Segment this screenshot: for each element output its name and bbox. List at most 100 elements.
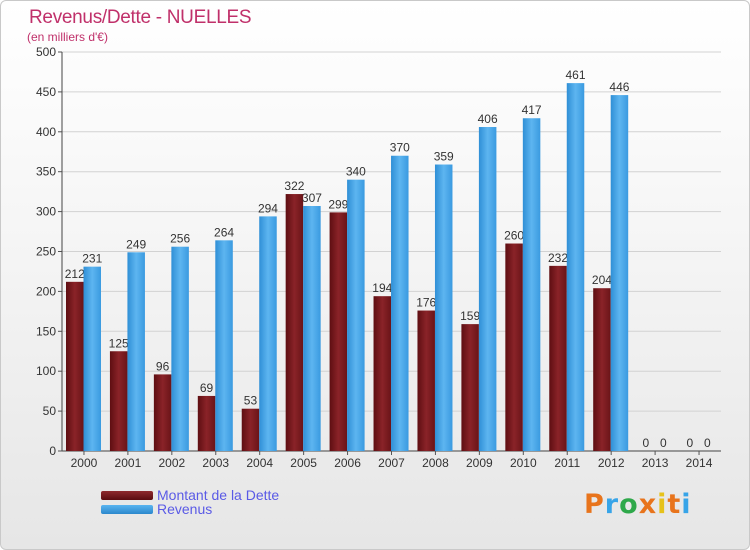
bar-revenus	[566, 83, 585, 451]
proxiti-logo: Proxiti	[584, 489, 692, 520]
logo-letter: i	[681, 489, 692, 520]
data-label-revenus: 340	[346, 165, 366, 179]
x-tick-label: 2008	[422, 456, 449, 470]
legend-item-dette: Montant de la Dette	[101, 487, 280, 503]
bar-dette	[285, 194, 304, 451]
logo-letter: x	[638, 489, 658, 520]
data-label-revenus: 406	[478, 112, 498, 126]
x-tick-label: 2013	[642, 456, 669, 470]
data-label-dette: 204	[592, 273, 612, 287]
x-tick-label: 2000	[71, 456, 98, 470]
chart-subtitle: (en milliers d'€)	[27, 30, 108, 44]
bar-revenus	[434, 164, 453, 451]
legend-label-revenus: Revenus	[157, 501, 213, 517]
x-tick-label: 2003	[202, 456, 229, 470]
x-tick-label: 2006	[334, 456, 361, 470]
data-label-dette: 159	[460, 309, 480, 323]
bar-revenus	[303, 206, 321, 451]
data-label-revenus: 249	[126, 237, 146, 251]
y-tick-label: 150	[36, 324, 56, 338]
y-tick-label: 350	[36, 165, 56, 179]
data-label-dette: 322	[284, 179, 304, 193]
y-tick-label: 450	[36, 85, 56, 99]
bar-dette	[461, 324, 479, 451]
legend-label-dette: Montant de la Dette	[157, 487, 280, 503]
logo-letter: o	[619, 489, 639, 520]
data-label-dette: 232	[548, 251, 568, 265]
data-label-dette: 0	[686, 436, 693, 450]
bar-revenus	[215, 240, 233, 451]
data-label-dette: 96	[156, 359, 170, 373]
data-label-revenus: 0	[704, 436, 711, 450]
bar-dette	[329, 212, 348, 451]
bar-revenus	[347, 179, 365, 451]
data-label-revenus: 256	[170, 232, 190, 246]
bar-revenus	[171, 246, 189, 451]
x-tick-label: 2014	[686, 456, 713, 470]
logo-letter: r	[604, 489, 620, 520]
y-tick-label: 300	[36, 205, 56, 219]
logo-letter: i	[657, 489, 668, 520]
data-label-revenus: 370	[390, 141, 410, 155]
y-tick-label: 0	[49, 444, 56, 458]
data-label-revenus: 0	[660, 436, 667, 450]
bar-revenus	[522, 118, 541, 451]
bar-dette	[66, 281, 84, 451]
data-label-dette: 125	[109, 336, 129, 350]
data-label-dette: 176	[416, 296, 436, 310]
x-tick-label: 2012	[598, 456, 625, 470]
x-tick-label: 2005	[290, 456, 317, 470]
bar-dette	[241, 408, 260, 451]
y-tick-label: 100	[36, 364, 56, 378]
x-tick-label: 2007	[378, 456, 405, 470]
x-tick-label: 2010	[510, 456, 537, 470]
data-label-revenus: 231	[82, 252, 102, 266]
bar-revenus	[391, 155, 409, 452]
bar-dette	[549, 265, 567, 451]
data-label-dette: 53	[244, 394, 258, 408]
bar-dette	[197, 395, 216, 451]
x-tick-label: 2004	[246, 456, 273, 470]
y-tick-label: 250	[36, 245, 56, 259]
data-label-revenus: 446	[609, 80, 629, 94]
bar-dette	[417, 310, 435, 451]
data-label-revenus: 307	[302, 191, 322, 205]
bar-revenus	[610, 95, 629, 451]
y-tick-label: 200	[36, 284, 56, 298]
bar-dette	[373, 296, 392, 451]
data-label-revenus: 294	[258, 201, 278, 215]
legend-item-revenus: Revenus	[101, 501, 213, 517]
y-tick-label: 400	[36, 125, 56, 139]
data-label-dette: 260	[504, 229, 524, 243]
data-label-dette: 212	[65, 267, 85, 281]
x-tick-label: 2001	[115, 456, 142, 470]
bar-dette	[109, 351, 128, 451]
legend-swatch-dette	[101, 490, 153, 500]
bar-dette	[153, 374, 172, 451]
bar-revenus	[83, 266, 101, 451]
y-tick-label: 500	[36, 45, 56, 59]
x-tick-label: 2011	[554, 456, 580, 470]
data-label-revenus: 417	[522, 103, 542, 117]
bar-dette	[593, 288, 611, 451]
x-tick-label: 2009	[466, 456, 493, 470]
bar-revenus	[259, 216, 277, 451]
y-tick-label: 50	[43, 404, 57, 418]
chart-title: Revenus/Dette - NUELLES	[29, 7, 252, 28]
x-tick-label: 2002	[158, 456, 185, 470]
data-label-dette: 69	[200, 381, 214, 395]
data-label-revenus: 359	[434, 150, 454, 164]
bar-revenus	[478, 127, 497, 452]
data-label-dette: 299	[328, 197, 348, 211]
data-label-dette: 0	[643, 436, 650, 450]
data-label-revenus: 264	[214, 225, 234, 239]
bar-dette	[505, 243, 523, 451]
bar-revenus	[127, 252, 145, 451]
logo-letter: t	[667, 489, 682, 520]
data-label-revenus: 461	[566, 68, 586, 82]
logo-letter: P	[584, 489, 605, 520]
legend-swatch-revenus	[101, 504, 153, 514]
data-label-dette: 194	[372, 281, 392, 295]
